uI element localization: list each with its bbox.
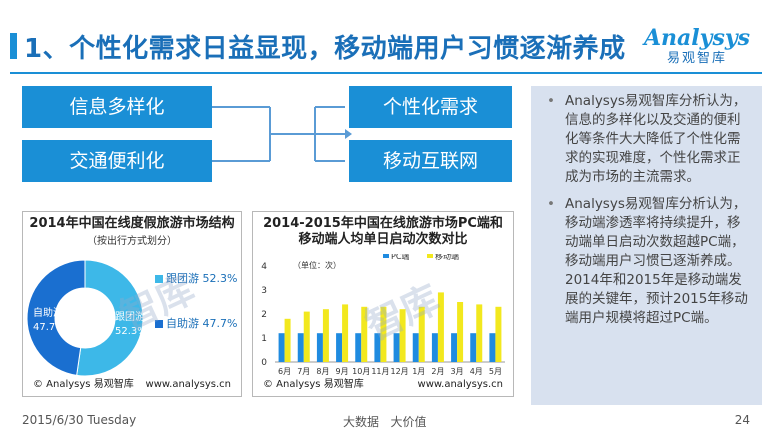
x-tick-label: 5月 (489, 367, 502, 376)
bar-移动端 (437, 292, 444, 362)
x-tick-label: 1月 (412, 367, 425, 376)
legend-label: PC端 (391, 254, 409, 261)
y-tick-label: 4 (261, 262, 267, 272)
title-divider (10, 72, 762, 74)
x-tick-label: 4月 (470, 367, 483, 376)
bar-footer-left: © Analysys 易观智库 (263, 379, 364, 390)
pie-chart: 自助游 47.7% 跟团游 52.3% (26, 259, 147, 377)
title-accent-bar (10, 33, 17, 59)
x-tick-label: 7月 (297, 367, 310, 376)
note-item: Analysys易观智库分析认为，信息的多样化以及交通的便利化等条件大大降低了个… (539, 92, 752, 187)
pie-slice-0 (76, 259, 144, 377)
x-tick-label: 10月 (352, 367, 370, 376)
page-title: 1、个性化需求日益显现，移动端用户习惯逐渐养成 (24, 34, 626, 64)
bar-PC端 (336, 333, 343, 362)
legend-label: 移动端 (435, 254, 459, 261)
pie-data-label: 52.3% (115, 326, 147, 337)
logo-subtitle: 易观智库 (666, 51, 727, 66)
bar-PC端 (297, 333, 304, 362)
legend-group-tour: 跟团游 52.3% (155, 270, 237, 286)
bar-移动端 (476, 304, 483, 362)
legend-label: 跟团游 52.3% (166, 272, 238, 285)
y-tick-label: 3 (261, 286, 267, 296)
y-tick-label: 2 (261, 310, 267, 320)
bar-PC端 (355, 333, 362, 362)
pie-footer-left: © Analysys 易观智库 (33, 379, 134, 390)
bar-PC端 (489, 333, 496, 362)
bar-移动端 (284, 318, 291, 362)
bar-移动端 (418, 306, 425, 362)
bar-移动端 (342, 304, 349, 362)
bar-移动端 (361, 306, 368, 362)
x-tick-label: 6月 (278, 367, 291, 376)
legend-swatch (155, 275, 163, 283)
legend-label: 自助游 47.7% (166, 317, 238, 330)
x-tick-label: 11月 (371, 367, 389, 376)
pie-chart-panel: 2014年中国在线度假旅游市场结构 （按出行方式划分） 自助游 47.7% 跟团游 5… (22, 211, 242, 397)
legend-swatch (383, 254, 389, 258)
pie-title: 2014年中国在线度假旅游市场结构 (29, 216, 235, 231)
page-number: 24 (734, 413, 750, 427)
x-tick-label: 9月 (336, 367, 349, 376)
pie-data-label: 跟团游 (115, 310, 145, 323)
bar-移动端 (380, 306, 387, 362)
analysis-notes: Analysys易观智库分析认为，信息的多样化以及交通的便利化等条件大大降低了个… (531, 86, 762, 405)
legend-swatch (427, 254, 433, 258)
bar-PC端 (393, 333, 400, 362)
note-item: Analysys易观智库分析认为，移动端渗透率将持续提升，移动端单日启动次数超越… (539, 195, 752, 328)
pie-slice-1 (26, 259, 86, 376)
bar-移动端 (303, 311, 310, 362)
pie-data-label: 47.7% (33, 322, 65, 333)
box-mobile-internet: 移动互联网 (349, 140, 512, 182)
bar-chart: 0 1 2 3 4 （单位：次） PC端 移动端 6月 7月 8月 9月 10月 11月 12月 1月 2月 3月… (261, 254, 505, 376)
pie-footer-right: www.analysys.cn (145, 379, 231, 390)
bar-移动端 (457, 302, 464, 362)
x-tick-label: 2月 (431, 367, 444, 376)
x-tick-label: 8月 (316, 367, 329, 376)
box-personalized-demand: 个性化需求 (349, 86, 512, 128)
bar-PC端 (278, 333, 285, 362)
bar-移动端 (495, 306, 502, 362)
bar-chart-panel: 2014-2015年中国在线旅游市场PC端和移动端人均单日启动次数对比 0 1 2 3… (252, 211, 514, 397)
legend-swatch (155, 320, 163, 328)
y-unit-label: （单位：次） (293, 260, 341, 270)
bar-footer-right: www.analysys.cn (417, 379, 503, 390)
bar-title: 2014-2015年中国在线旅游市场PC端和移动端人均单日启动次数对比 (263, 216, 503, 247)
legend-self-tour: 自助游 47.7% (155, 315, 237, 331)
bar-移动端 (399, 309, 406, 362)
box-info-diversity: 信息多样化 (22, 86, 212, 128)
footer-date: 2015/6/30 Tuesday (22, 413, 137, 427)
bar-移动端 (322, 309, 329, 362)
bar-PC端 (316, 333, 323, 362)
x-tick-label: 3月 (451, 367, 464, 376)
logo: Analysys 易观智库 (644, 25, 750, 66)
bar-PC端 (470, 333, 477, 362)
bar-PC端 (431, 333, 438, 362)
logo-brand: Analysys (643, 25, 750, 51)
y-tick-label: 0 (261, 358, 267, 368)
bar-PC端 (451, 333, 458, 362)
bar-PC端 (374, 333, 381, 362)
box-transport-convenience: 交通便利化 (22, 140, 212, 182)
bar-PC端 (412, 333, 419, 362)
pie-data-label: 自助游 (33, 306, 63, 319)
x-tick-label: 12月 (390, 367, 408, 376)
pie-subtitle: （按出行方式划分） (87, 236, 177, 247)
footer-slogan: 大数据 大价值 (343, 415, 427, 429)
y-tick-label: 1 (261, 334, 267, 344)
